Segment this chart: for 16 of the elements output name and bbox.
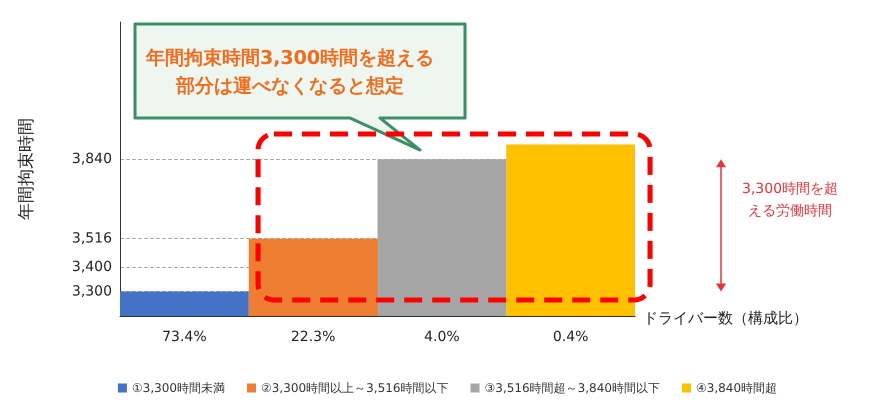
legend-label: ②3,300時間以上～3,516時間以下 [261,381,449,395]
x-tick-label: 73.4% [162,329,207,345]
legend-label: ④3,840時間超 [696,381,778,395]
x-tick-label: 22.3% [290,329,336,345]
y-tick-label: 3,840 [72,151,112,168]
y-axis-title: 年間拘束時間 [16,118,36,220]
y-tick-label: 3,300 [72,284,112,300]
text: 3,300時間を超える労働時間 [742,181,838,219]
y-tick-label: 3,516 [72,230,112,247]
x-tick-label: 0.4% [552,329,588,345]
legend-label: ①3,300時間未満 [132,381,226,395]
x-axis-title: ドライバー数（構成比） [643,309,808,327]
y-tick-label: 3,400 [72,259,112,275]
annotation: 年間拘束時間3,300時間を超える部分は運べなくなると想定 [144,47,434,97]
legend-label: ③3,516時間超～3,840時間以下 [484,381,660,395]
x-tick-label: 4.0% [424,329,460,345]
